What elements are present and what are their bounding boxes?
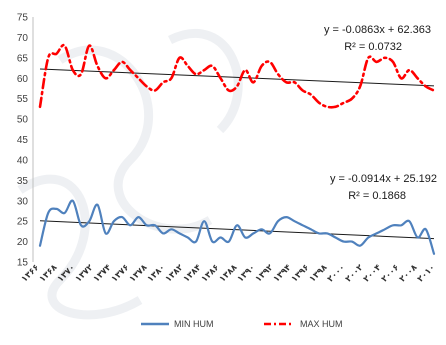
y-tick-label: 40 <box>17 155 29 166</box>
min-hum-trend-equation: y = -0.0914x + 25.192 <box>330 173 437 185</box>
x-tick-label: ۱۳۸۴ <box>182 263 204 285</box>
x-tick-label: ۱۳۷۴ <box>92 263 114 285</box>
y-tick-label: 50 <box>17 115 29 126</box>
min-hum-trendline <box>39 220 435 240</box>
y-tick-label: 55 <box>17 94 29 105</box>
x-axis: ۱۳۶۶۱۳۶۸۱۳۷۰۱۳۷۲۱۳۷۴۱۳۷۶۱۳۷۸۱۳۸۰۱۳۸۲۱۳۸۴… <box>20 262 438 284</box>
trend-equations: y = -0.0863x + 62.363 R² = 0.0732 y = -0… <box>324 24 437 202</box>
x-tick-label: ۱۳۷۸ <box>128 262 150 284</box>
legend-min-hum-label: MIN HUM <box>174 319 214 329</box>
x-tick-label: ۱۳۹۲ <box>254 262 276 284</box>
y-tick-label: 75 <box>17 13 29 24</box>
x-tick-label: ۱۳۷۶ <box>110 263 132 285</box>
x-tick-label: ۱۳۸۲ <box>164 262 186 284</box>
watermark-pattern <box>17 29 243 320</box>
x-tick-label: ۱۳۹۶ <box>290 263 312 285</box>
y-tick-label: 35 <box>17 176 29 187</box>
min-hum-trend-r2: R² = 0.1868 <box>348 190 406 202</box>
trendlines <box>39 68 435 240</box>
legend-max-hum-label: MAX HUM <box>300 319 343 329</box>
x-tick-label: ۲۰۰۸ <box>398 262 420 284</box>
y-tick-label: 60 <box>17 74 29 85</box>
x-tick-label: ۲۰۰۶ <box>380 263 402 285</box>
max-hum-trend-equation: y = -0.0863x + 62.363 <box>324 24 431 36</box>
y-tick-label: 65 <box>17 53 29 64</box>
x-tick-label: ۱۳۸۶ <box>200 263 222 285</box>
x-tick-labels: ۱۳۶۶۱۳۶۸۱۳۷۰۱۳۷۲۱۳۷۴۱۳۷۶۱۳۷۸۱۳۸۰۱۳۸۲۱۳۸۴… <box>20 262 438 284</box>
x-tick-label: ۲۰۰۰ <box>326 263 348 285</box>
x-tick-label: ۱۳۸۸ <box>218 262 240 284</box>
y-tick-label: 70 <box>17 33 29 44</box>
y-tick-label: 30 <box>17 196 29 207</box>
series-lines <box>38 43 436 255</box>
x-tick-label: ۱۳۸۰ <box>146 263 168 285</box>
x-tick-label: ۱۳۹۰ <box>236 263 258 285</box>
y-tick-label: 45 <box>17 135 29 146</box>
x-tick-label: ۱۳۹۴ <box>272 263 294 285</box>
min-hum-series-line <box>38 199 436 255</box>
max-hum-trendline <box>39 68 435 87</box>
y-axis: 15 20 25 30 35 40 45 50 55 60 65 70 75 <box>17 13 34 269</box>
x-tick-label: ۱۳۹۸ <box>308 262 330 284</box>
max-hum-series-line <box>38 43 436 109</box>
y-tick-label: 25 <box>17 217 29 228</box>
max-hum-trend-r2: R² = 0.0732 <box>344 41 402 53</box>
y-tick-label: 20 <box>17 237 29 248</box>
x-tick-label: ۲۰۰۲ <box>344 262 366 284</box>
x-tick-label: ۲۰۱۰ <box>416 263 438 285</box>
x-tick-label: ۲۰۰۴ <box>362 263 384 285</box>
y-tick-label: 15 <box>17 258 29 269</box>
y-tick-labels: 15 20 25 30 35 40 45 50 55 60 65 70 75 <box>17 13 29 269</box>
legend: MIN HUM MAX HUM <box>141 319 343 329</box>
